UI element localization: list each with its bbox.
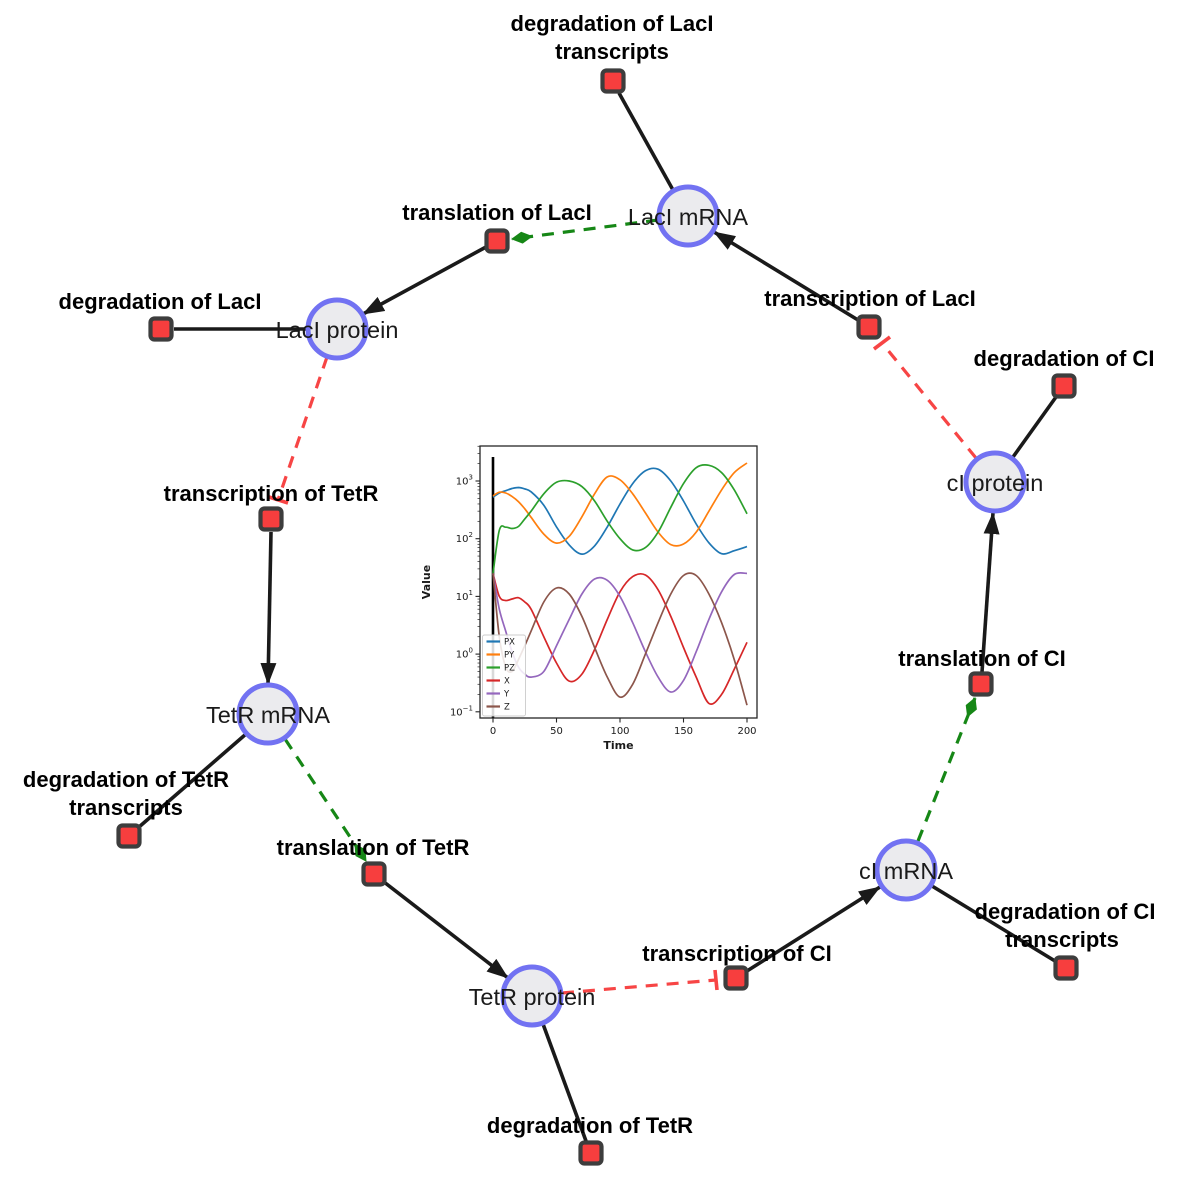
reaction-label-deg-tetr-transcripts-2: transcripts: [69, 795, 183, 820]
reaction-label-deg-laci-transcripts-2: transcripts: [555, 39, 669, 64]
tbar-transcription-ci: [713, 969, 719, 991]
reaction-label-deg-ci-transcripts-2: transcripts: [1005, 927, 1119, 952]
edge-transcription-tetr-to-mrna: [260, 531, 277, 685]
reaction-node-deg-tetr: [578, 1140, 604, 1166]
reaction-node-deg-tetr-transcripts: [116, 823, 142, 849]
reaction-node-deg-laci: [148, 316, 174, 342]
edge-lacimrna-modifies-translation: [511, 218, 659, 244]
reaction-node-translation-laci: [484, 228, 510, 254]
reaction-label-deg-laci-transcripts-1: degradation of LacI: [511, 11, 714, 36]
reaction-label-deg-tetr: degradation of TetR: [487, 1113, 693, 1138]
edge-cimrna-deg-transcripts: [931, 884, 1056, 963]
legend-label-y: Y: [503, 690, 510, 700]
edge-translation-tetr-to-protein: [382, 880, 510, 980]
species-node-ci-protein: [963, 450, 1027, 514]
edge-tetrprotein-inhibits-transcription-ci: [561, 978, 717, 995]
plot-frame: [479, 445, 758, 719]
species-label-ci-mrna: cI mRNA: [859, 858, 953, 884]
series-px: [492, 467, 748, 555]
reaction-label-translation-laci: translation of LacI: [402, 200, 591, 225]
reaction-node-transcription-laci: [856, 314, 882, 340]
inset-chart: 10−1 100 101 102 103 0 50 100 150 200 Time Value PX P…: [420, 438, 770, 760]
reaction-node-transcription-ci: [723, 965, 749, 991]
legend-label-x: X: [504, 677, 510, 687]
species-label-laci-mrna: LacI mRNA: [628, 204, 748, 230]
x-tick-label: 50: [550, 726, 563, 737]
species-node-laci-protein: [305, 297, 369, 361]
chart-x-axis-label: Time: [603, 739, 633, 752]
y-tick-label: 101: [456, 589, 473, 603]
edge-tetrmrna-modifies-translation: [283, 738, 368, 862]
reaction-label-deg-ci-transcripts-1: degradation of CI: [975, 899, 1156, 924]
edge-transcription-laci-to-mrna: [713, 230, 859, 322]
reaction-node-transcription-tetr: [258, 506, 284, 532]
species-node-laci-mrna: [656, 184, 720, 248]
species-label-ci-protein: cI protein: [947, 470, 1044, 496]
series-x: [492, 572, 748, 705]
reaction-label-deg-tetr-transcripts-1: degradation of TetR: [23, 767, 229, 792]
edge-cimrna-modifies-translation: [916, 697, 977, 842]
edge-translation-laci-to-protein: [362, 245, 487, 316]
x-tick-label: 200: [737, 726, 756, 737]
reaction-node-translation-ci: [968, 671, 994, 697]
chart-y-axis-label: Value: [420, 565, 433, 599]
reaction-label-deg-ci: degradation of CI: [974, 346, 1155, 371]
x-tick-label: 0: [490, 726, 496, 737]
tbar-transcription-laci: [872, 335, 892, 351]
reaction-node-deg-laci-transcripts: [600, 68, 626, 94]
edge-lacimrna-deg-transcripts: [617, 92, 675, 191]
edge-laciprotein-inhibits-transcription-tetr: [276, 356, 329, 501]
reaction-label-transcription-ci: transcription of CI: [642, 941, 831, 966]
species-node-tetr-mrna: [236, 682, 300, 746]
species-label-laci-protein: LacI protein: [276, 317, 399, 343]
y-tick-label: 102: [456, 531, 473, 545]
reaction-label-transcription-laci: transcription of LacI: [764, 286, 975, 311]
x-tick-label: 100: [610, 726, 629, 737]
y-tick-label: 100: [456, 647, 473, 661]
y-tick-label: 10−1: [450, 704, 473, 718]
edge-ciprotein-deg: [1011, 395, 1058, 459]
reaction-node-deg-ci-transcripts: [1053, 955, 1079, 981]
y-tick-label: 103: [456, 474, 473, 488]
legend-label-px: PX: [504, 638, 515, 648]
series-py: [492, 462, 748, 547]
series-pz: [492, 464, 748, 574]
reaction-node-deg-ci: [1051, 373, 1077, 399]
legend-label-py: PY: [504, 651, 515, 661]
tbar-transcription-tetr: [268, 495, 289, 505]
reaction-label-deg-laci: degradation of LacI: [59, 289, 262, 314]
edge-tetrmrna-deg-transcripts: [137, 732, 248, 829]
edge-transcription-ci-to-mrna: [746, 885, 881, 973]
edge-tetrprotein-deg: [541, 1023, 588, 1142]
reaction-label-translation-ci: translation of CI: [898, 646, 1065, 671]
reaction-node-translation-tetr: [361, 861, 387, 887]
legend-label-z: Z: [504, 703, 510, 713]
edge-ciprotein-inhibits-transcription-laci: [880, 341, 978, 460]
edge-translation-ci-to-protein: [980, 512, 1000, 673]
species-label-tetr-mrna: TetR mRNA: [206, 702, 330, 728]
species-node-tetr-protein: [500, 964, 564, 1028]
species-label-tetr-protein: TetR protein: [469, 984, 596, 1010]
x-tick-label: 150: [674, 726, 693, 737]
species-node-ci-mrna: [874, 838, 938, 902]
reaction-label-transcription-tetr: transcription of TetR: [164, 481, 379, 506]
legend-label-pz: PZ: [504, 664, 515, 674]
reaction-label-translation-tetr: translation of TetR: [277, 835, 470, 860]
